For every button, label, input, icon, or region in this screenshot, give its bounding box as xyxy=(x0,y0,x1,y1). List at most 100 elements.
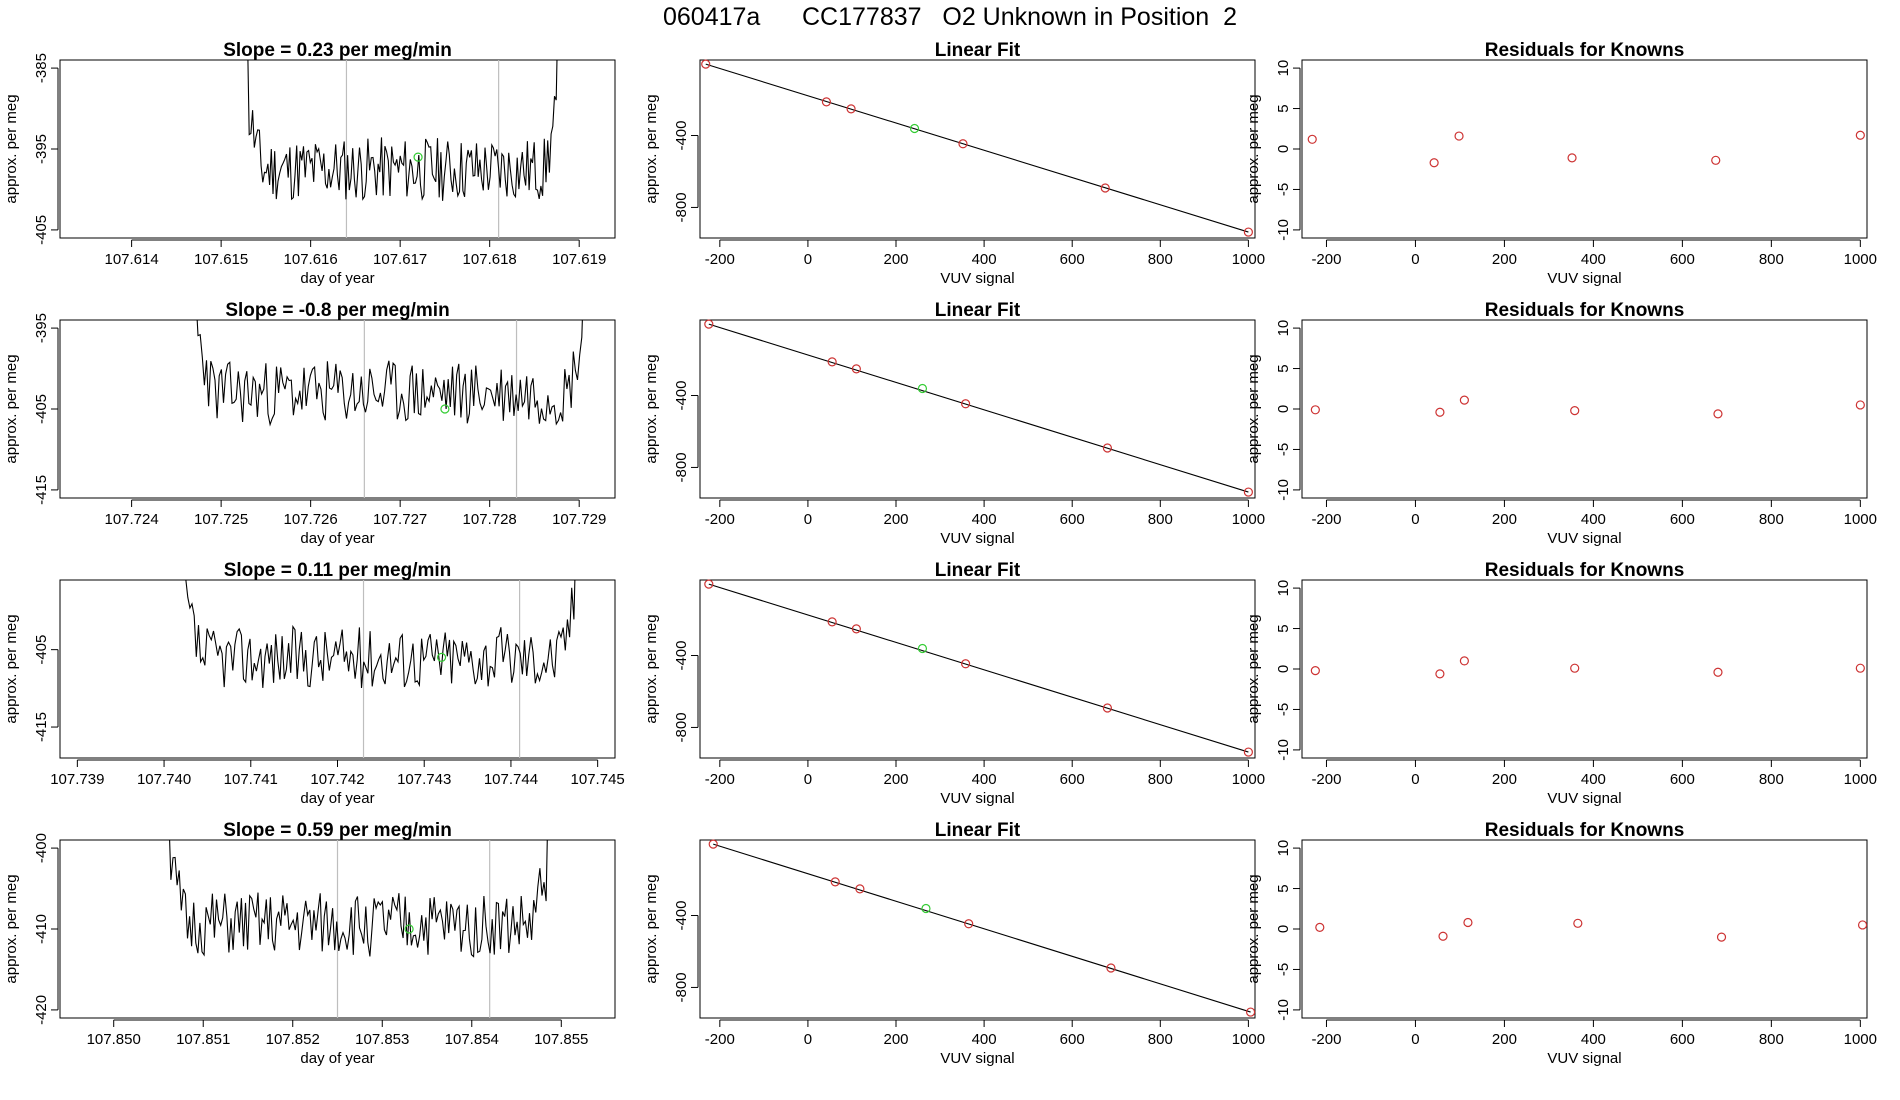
residual-point xyxy=(1711,155,1721,165)
unknown-point xyxy=(404,924,414,934)
x-tick-label: 1000 xyxy=(1844,511,1877,528)
plot-frame xyxy=(1301,319,1868,499)
residual-point xyxy=(1713,409,1723,419)
x-tick-label: 400 xyxy=(972,511,997,528)
x-tick-label: 800 xyxy=(1759,1031,1784,1048)
unknown-point xyxy=(413,152,423,162)
x-tick-label: 107.745 xyxy=(571,771,625,788)
plot-frame xyxy=(59,59,616,239)
known-point xyxy=(830,877,840,887)
y-tick-label: -10 xyxy=(1275,479,1292,501)
y-tick-label: 5 xyxy=(1275,104,1292,112)
y-tick-label: -800 xyxy=(673,712,690,742)
y-axis-label: approx. per meg xyxy=(643,874,660,983)
known-point xyxy=(1102,703,1113,713)
x-tick-label: 400 xyxy=(972,251,997,268)
x-tick-label: 107.725 xyxy=(194,511,248,528)
x-tick-label: 107.614 xyxy=(104,251,158,268)
known-point xyxy=(846,104,856,114)
known-point xyxy=(701,59,711,69)
x-tick-label: 107.850 xyxy=(87,1031,141,1048)
x-tick-label: 107.739 xyxy=(50,771,104,788)
unknown-point xyxy=(909,123,920,134)
x-tick-label: 200 xyxy=(1492,511,1517,528)
y-tick-label: -410 xyxy=(33,914,50,944)
x-tick-label: 107.744 xyxy=(484,771,538,788)
known-point xyxy=(855,884,865,894)
x-tick-label: 600 xyxy=(1670,771,1695,788)
x-tick-label: 800 xyxy=(1148,511,1173,528)
x-tick-label: 107.729 xyxy=(552,511,606,528)
residual-point xyxy=(1310,405,1320,415)
x-tick-label: 800 xyxy=(1759,251,1784,268)
y-axis-label: approx. per meg xyxy=(1245,94,1262,203)
time-series-line xyxy=(169,840,548,958)
y-axis-label: approx. per meg xyxy=(3,354,20,463)
known-point xyxy=(1102,443,1113,453)
known-point xyxy=(704,319,714,329)
y-tick-label: -400 xyxy=(673,120,690,150)
x-tick-label: 107.617 xyxy=(373,251,427,268)
y-axis-label: approx. per meg xyxy=(3,94,20,203)
x-tick-label: 1000 xyxy=(1232,771,1265,788)
x-tick-label: -200 xyxy=(1311,771,1341,788)
x-tick-label: 0 xyxy=(804,1031,812,1048)
plot-frame xyxy=(1301,579,1868,759)
residual-point xyxy=(1713,667,1723,677)
y-tick-label: -395 xyxy=(33,134,50,164)
x-tick-label: 107.740 xyxy=(137,771,191,788)
plot-frame xyxy=(699,59,1256,239)
x-tick-label: 200 xyxy=(883,511,908,528)
x-axis-label: day of year xyxy=(300,530,374,547)
residual-point xyxy=(1855,130,1865,140)
x-tick-label: 0 xyxy=(1411,771,1419,788)
plot-frame xyxy=(59,579,616,759)
x-tick-label: 107.854 xyxy=(445,1031,499,1048)
y-tick-label: 0 xyxy=(1275,665,1292,673)
x-tick-label: 400 xyxy=(972,1031,997,1048)
x-axis-label: VUV signal xyxy=(940,1050,1014,1067)
residual-point xyxy=(1716,932,1727,942)
x-tick-label: 400 xyxy=(972,771,997,788)
y-tick-label: -405 xyxy=(33,394,50,424)
known-point xyxy=(964,919,974,929)
slope-title: Slope = 0.59 per meg/min xyxy=(223,820,452,841)
known-point xyxy=(704,579,714,589)
fit-line xyxy=(708,583,1249,753)
y-tick-label: 10 xyxy=(1275,840,1292,857)
y-tick-label: -5 xyxy=(1275,443,1292,456)
known-point xyxy=(958,139,968,149)
x-axis-label: VUV signal xyxy=(1547,530,1621,547)
x-tick-label: 107.727 xyxy=(373,511,427,528)
y-axis-label: approx. per meg xyxy=(643,354,660,463)
unknown-point xyxy=(917,383,928,394)
y-axis-label: approx. per meg xyxy=(1245,354,1262,463)
y-tick-label: -415 xyxy=(33,712,50,742)
residual-point xyxy=(1857,920,1868,930)
x-tick-label: 200 xyxy=(883,1031,908,1048)
x-tick-label: 800 xyxy=(1148,1031,1173,1048)
plot-frame xyxy=(59,319,616,499)
y-tick-label: -5 xyxy=(1275,963,1292,976)
y-tick-label: -800 xyxy=(673,192,690,222)
x-tick-label: 800 xyxy=(1148,251,1173,268)
y-tick-label: -5 xyxy=(1275,703,1292,716)
known-point xyxy=(1100,183,1110,193)
residual-point xyxy=(1459,395,1469,405)
x-tick-label: 800 xyxy=(1759,771,1784,788)
x-tick-label: 0 xyxy=(804,251,812,268)
y-axis-label: approx. per meg xyxy=(3,614,20,723)
x-tick-label: -200 xyxy=(1311,251,1341,268)
residual-point xyxy=(1435,407,1445,417)
residual-point xyxy=(1855,400,1865,410)
x-axis-label: VUV signal xyxy=(1547,270,1621,287)
x-tick-label: 1000 xyxy=(1844,1031,1877,1048)
fit-line xyxy=(705,63,1249,233)
x-tick-label: 400 xyxy=(1581,511,1606,528)
time-series-line xyxy=(247,60,558,201)
known-point xyxy=(1243,227,1253,237)
residual-point xyxy=(1429,158,1439,168)
x-tick-label: -200 xyxy=(705,511,735,528)
y-tick-label: -5 xyxy=(1275,183,1292,196)
